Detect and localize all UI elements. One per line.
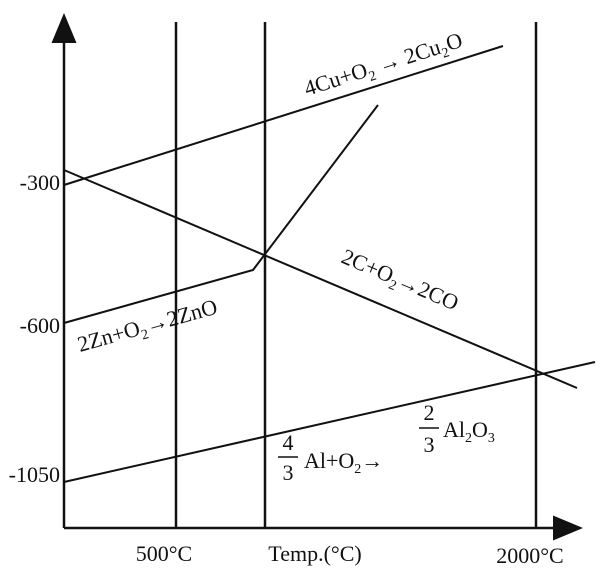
zinc-reaction-label: 2Zn+O2→2ZnO — [75, 294, 222, 361]
subscript: 3 — [488, 431, 495, 446]
text-part: O — [472, 417, 488, 442]
text-part: 2Zn+O — [75, 315, 143, 356]
text-part: → — [361, 448, 383, 473]
text-part: O — [443, 27, 466, 56]
aluminium-line — [63, 361, 596, 483]
x-tick-label: 500°C — [136, 541, 192, 566]
text-part: Al — [443, 417, 465, 442]
carbon-line — [63, 169, 578, 389]
subscript: 2 — [367, 69, 378, 85]
x-axis-label: Temp.(°C) — [268, 541, 361, 566]
y-tick-label: -1050 — [9, 462, 60, 487]
copper-line — [63, 45, 504, 186]
fraction-denominator: 3 — [283, 460, 294, 485]
zinc-line — [63, 104, 379, 324]
aluminium-middle: Al+O2→ — [304, 448, 383, 477]
y-tick-label: -600 — [20, 313, 60, 338]
carbon-reaction-label: 2C+O2→2CO — [336, 244, 462, 319]
subscript: 2 — [140, 327, 151, 343]
y-tick-label: -300 — [20, 170, 60, 195]
text-part: → 2Cu — [370, 34, 444, 79]
text-part: Al+O — [304, 448, 354, 473]
aluminium-reaction-label: 4 3 Al+O2→ 2 3 Al2O3 — [278, 400, 495, 485]
text-part: →2CO — [394, 267, 462, 315]
text-part: 4Cu+O — [301, 57, 370, 100]
text-part: 2C+O — [338, 244, 397, 288]
x-tick-label: 2000°C — [496, 543, 563, 568]
fraction-numerator: 2 — [424, 400, 435, 425]
fraction-numerator: 4 — [283, 430, 294, 455]
subscript: 2 — [440, 45, 451, 61]
subscript: 2 — [354, 462, 361, 477]
text-part: →2ZnO — [143, 294, 220, 338]
subscript: 2 — [465, 431, 472, 446]
aluminium-product: Al2O3 — [443, 417, 495, 446]
fraction-denominator: 3 — [424, 432, 435, 457]
